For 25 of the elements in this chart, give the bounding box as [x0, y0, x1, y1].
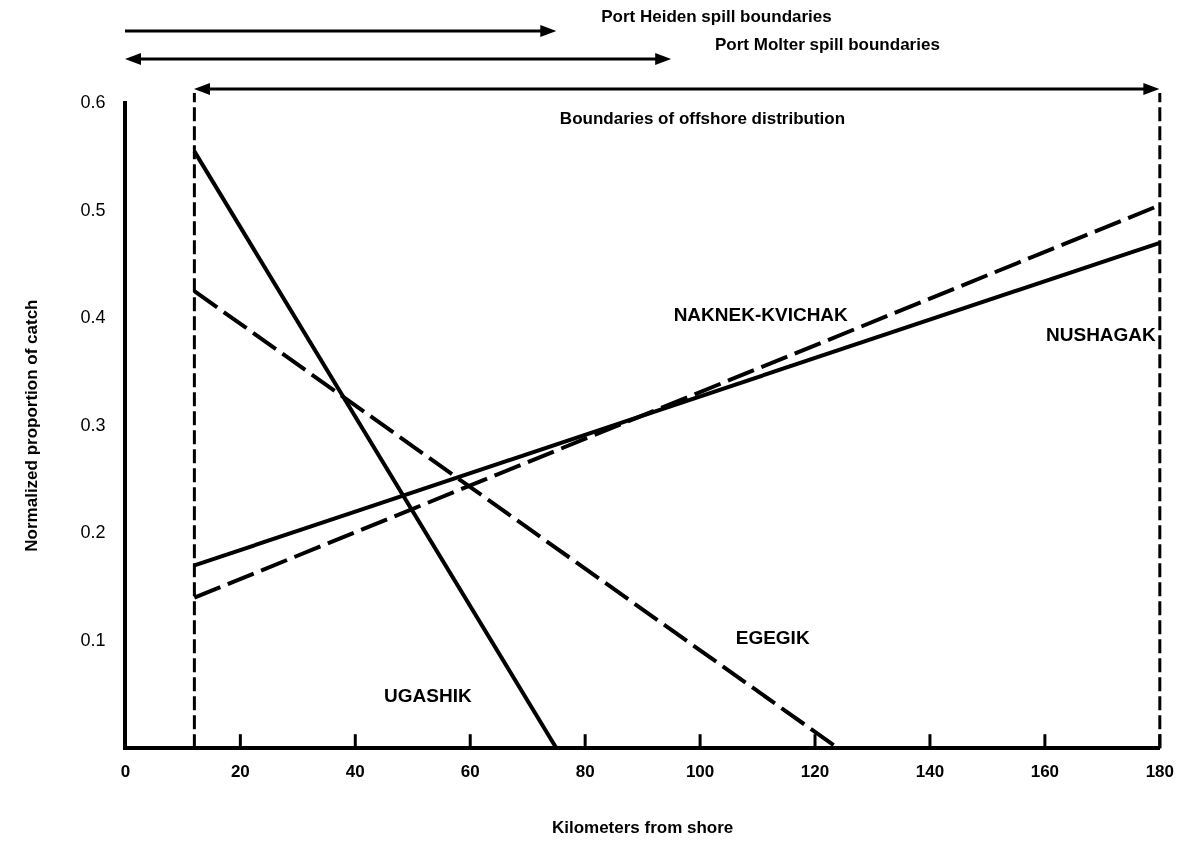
x-tick-label: 120: [800, 762, 830, 782]
y-axis-title: Normalized proportion of catch: [21, 299, 41, 552]
series-label: EGEGIK: [735, 626, 810, 648]
y-tick-label: 0.5: [80, 199, 106, 220]
annotation: Boundaries of offshore distribution: [559, 108, 846, 128]
y-tick-label: 0.3: [80, 414, 106, 435]
x-tick-label: 180: [1145, 762, 1175, 782]
text: Port Molter spill boundaries: [715, 34, 940, 54]
text: Port Heiden spill boundaries: [601, 6, 832, 26]
series-label: NAKNEK-KVICHAK: [673, 304, 849, 326]
y-tick-label: 0.6: [80, 91, 106, 112]
x-axis-title: Kilometers from shore: [551, 818, 734, 838]
y-tick-label: 0.1: [80, 629, 106, 650]
x-tick-label: 60: [460, 762, 480, 782]
x-tick-label: 20: [230, 762, 250, 782]
text: NUSHAGAK: [1046, 323, 1157, 345]
y-tick-label: 0.4: [80, 307, 106, 328]
y-tick-label: 0.2: [80, 522, 106, 543]
x-tick-label: 140: [915, 762, 945, 782]
x-tick-label: 80: [575, 762, 595, 782]
x-tick-label: 40: [345, 762, 365, 782]
text: UGASHIK: [384, 684, 472, 706]
x-tick-label: 100: [685, 762, 715, 782]
x-tick-label: 0: [120, 762, 131, 782]
x-tick-label: 160: [1030, 762, 1060, 782]
